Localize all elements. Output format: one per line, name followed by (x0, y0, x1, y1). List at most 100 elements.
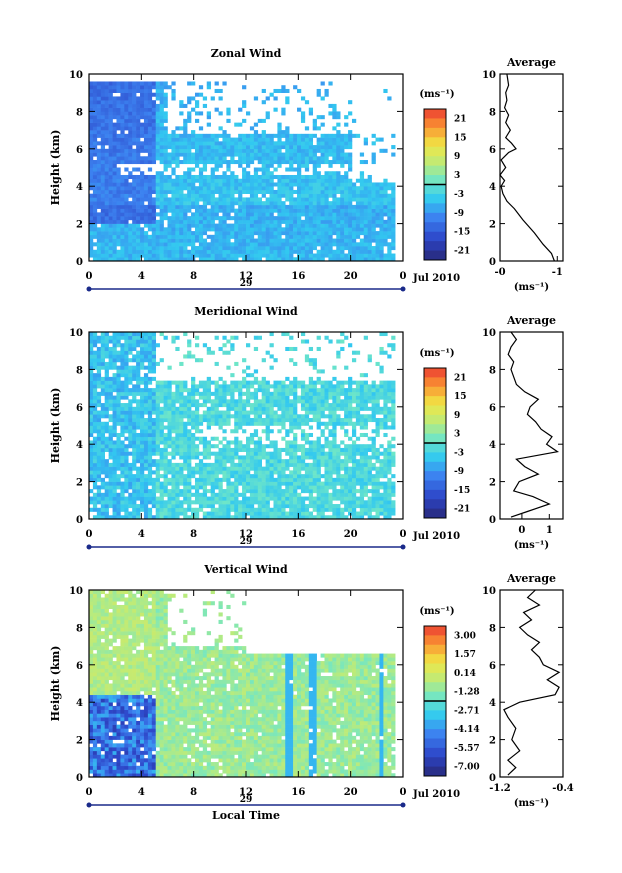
heatmap-cell (304, 485, 310, 490)
heatmap-cell (289, 246, 294, 251)
heatmap-cell (242, 500, 247, 505)
heatmap-cell (116, 186, 121, 191)
heatmap-cell (226, 145, 231, 150)
heatmap-cell (140, 466, 145, 471)
heatmap-cell (379, 246, 384, 251)
heatmap-cell (214, 436, 219, 441)
heatmap-cell (108, 249, 113, 254)
heatmap-cell (218, 507, 223, 512)
heatmap-cell (312, 219, 317, 224)
heatmap-cell (363, 208, 368, 213)
heatmap-cell (120, 343, 125, 348)
heatmap-cell (147, 455, 153, 460)
heatmap-cell (136, 403, 141, 408)
heatmap-cell (191, 500, 196, 505)
heatmap-cell (191, 234, 196, 239)
heatmap-cell (293, 178, 298, 183)
heatmap-cell (179, 126, 184, 131)
heatmap-cell (222, 156, 227, 161)
heatmap-cell (277, 152, 282, 157)
heatmap-cell (300, 515, 306, 520)
heatmap-cell (249, 489, 255, 494)
heatmap-cell (163, 459, 168, 464)
heatmap-cell (191, 246, 196, 251)
heatmap-cell (202, 246, 208, 251)
heatmap-cell (163, 193, 168, 198)
heatmap-cell (226, 227, 231, 232)
heatmap-cell (112, 335, 117, 340)
heatmap-cells (89, 81, 396, 262)
heatmap-cell (332, 197, 337, 202)
heatmap-cell (277, 500, 282, 505)
heatmap-cell (230, 429, 235, 434)
heatmap-cell (320, 231, 325, 236)
heatmap-cell (324, 193, 329, 198)
heatmap-cell (202, 189, 208, 194)
heatmap-cell (293, 459, 298, 464)
heatmap-cell (277, 156, 282, 161)
heatmap-cell (218, 504, 223, 509)
heatmap-cell (383, 204, 388, 209)
heatmap-cell (242, 384, 247, 389)
heatmap-cell (238, 223, 243, 228)
heatmap-cell (265, 178, 270, 183)
heatmap-cell (132, 421, 137, 426)
heatmap-cell (297, 504, 302, 509)
heatmap-cell (194, 227, 200, 232)
heatmap-cell (179, 451, 184, 456)
heatmap-cell (316, 335, 321, 340)
heatmap-cell (281, 141, 286, 146)
profile-title: Average (506, 56, 556, 69)
heatmap-cell (151, 100, 157, 105)
heatmap-cell (230, 171, 235, 176)
heatmap-cell (328, 238, 333, 243)
heatmap-cell (183, 242, 188, 247)
heatmap-cell (108, 197, 113, 202)
heatmap-cell (143, 156, 149, 161)
heatmap-cell (336, 152, 341, 157)
heatmap-cell (151, 459, 157, 464)
heatmap-cell (175, 515, 180, 520)
heatmap-cell (147, 343, 153, 348)
heatmap-cell (265, 96, 270, 101)
heatmap-cell (265, 156, 270, 161)
heatmap-cell (124, 459, 129, 464)
heatmap-cell (328, 204, 333, 209)
heatmap-cell (230, 462, 235, 467)
heatmap-cell (261, 429, 266, 434)
heatmap-cell (222, 253, 227, 258)
heatmap-cell (257, 186, 262, 191)
heatmap-cell (261, 380, 266, 385)
heatmap-cell (175, 152, 180, 157)
heatmap-cell (163, 462, 168, 467)
heatmap-cell (214, 156, 219, 161)
heatmap-cell (242, 358, 247, 363)
heatmap-cell (143, 444, 149, 449)
heatmap-cell (210, 451, 215, 456)
heatmap-cell (128, 391, 133, 396)
heatmap-cell (136, 96, 141, 101)
heatmap-cell (277, 257, 282, 262)
heatmap-cell (167, 466, 172, 471)
heatmap-cell (104, 365, 109, 370)
heatmap-cell (206, 388, 211, 393)
heatmap-cell (120, 373, 125, 378)
heatmap-cell (289, 160, 294, 165)
heatmap-cell (171, 238, 176, 243)
colorbar-swatch (424, 231, 446, 242)
heatmap-cell (226, 242, 231, 247)
heatmap-cell (194, 515, 200, 520)
heatmap-cell (112, 249, 117, 254)
heatmap-cell (293, 384, 298, 389)
heatmap-cell (155, 410, 160, 415)
heatmap-cell (136, 369, 141, 374)
heatmap-cell (191, 186, 196, 191)
heatmap-cell (387, 227, 392, 232)
heatmap-cell (371, 238, 376, 243)
heatmap-cell (179, 474, 184, 479)
heatmap-cell (175, 492, 180, 497)
heatmap-cell (218, 223, 223, 228)
heatmap-cell (155, 388, 160, 393)
heatmap-cell (375, 204, 380, 209)
